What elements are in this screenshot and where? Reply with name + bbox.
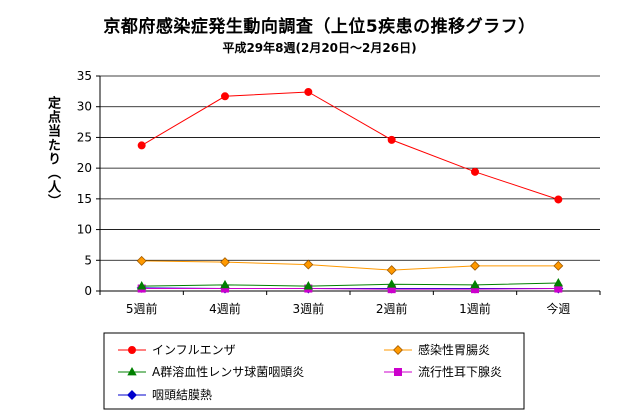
legend-item: インフルエンザ [118,343,236,357]
y-tick-label: 30 [77,100,92,114]
legend-label: インフルエンザ [152,343,236,357]
legend-label: 感染性胃腸炎 [418,342,490,357]
chart-title: 京都府感染症発生動向調査（上位5疾患の推移グラフ） [103,17,536,37]
data-point [136,255,147,266]
series-インフルエンザ [137,87,563,204]
legend-marker [393,367,402,376]
legend-marker [127,345,136,354]
legend-item: 流行性耳下腺炎 [384,365,502,379]
legend-item: 感染性胃腸炎 [384,342,490,357]
y-tick-label: 25 [77,130,92,144]
data-point [303,281,314,290]
data-point [470,260,480,271]
data-point [553,260,564,271]
data-point [386,279,397,288]
gridlines [100,75,600,261]
y-tick-label: 15 [77,192,92,206]
series-A群溶血性レンサ球菌咽頭炎 [136,277,564,290]
legend-label: 流行性耳下腺炎 [418,365,502,379]
y-tick-label: 0 [84,284,92,298]
data-point [553,277,564,287]
x-tick-label: 2週前 [376,301,408,316]
y-axis-label: 定点当たり（人） [45,96,60,208]
series-感染性胃腸炎 [136,255,564,276]
legend-marker [393,345,403,355]
series-layer [136,87,564,294]
chart-subtitle: 平成29年8週(2月20日～2月26日) [222,41,417,55]
x-tick-label: 今週 [546,301,570,316]
y-tick-label: 35 [77,69,92,83]
data-point [386,265,397,276]
data-point [304,87,313,96]
y-tick-label: 10 [77,223,92,237]
legend-item: 咽頭結膜熱 [118,388,212,402]
y-tick-label: 20 [77,161,92,175]
x-tick-label: 5週前 [126,301,158,316]
series-line [141,91,559,200]
legend-label: A群溶血性レンサ球菌咽頭炎 [152,364,304,379]
series-line [141,288,559,290]
data-point [387,135,396,144]
data-point [220,279,230,289]
legend-marker [127,390,137,400]
data-point [137,141,146,150]
data-point [470,279,480,289]
data-point [220,92,229,101]
data-point [303,259,314,270]
series-line [141,282,559,287]
data-point [220,257,230,268]
x-tick-label: 4週前 [209,301,241,316]
y-tick-label: 5 [84,253,92,267]
legend-marker [127,366,137,376]
x-tick-label: 3週前 [293,301,325,316]
legend-item: A群溶血性レンサ球菌咽頭炎 [118,364,304,379]
series-line [141,260,559,271]
data-point [554,195,563,204]
data-point [470,167,479,176]
legend-label: 咽頭結膜熱 [152,388,212,402]
legend-box [103,332,525,410]
x-tick-label: 1週前 [459,301,491,316]
axes: 0 5 10 15 20 25 30 35 5週前 4週前 3週前 2週前 1週前 今週 [77,69,601,316]
data-point [136,281,147,290]
